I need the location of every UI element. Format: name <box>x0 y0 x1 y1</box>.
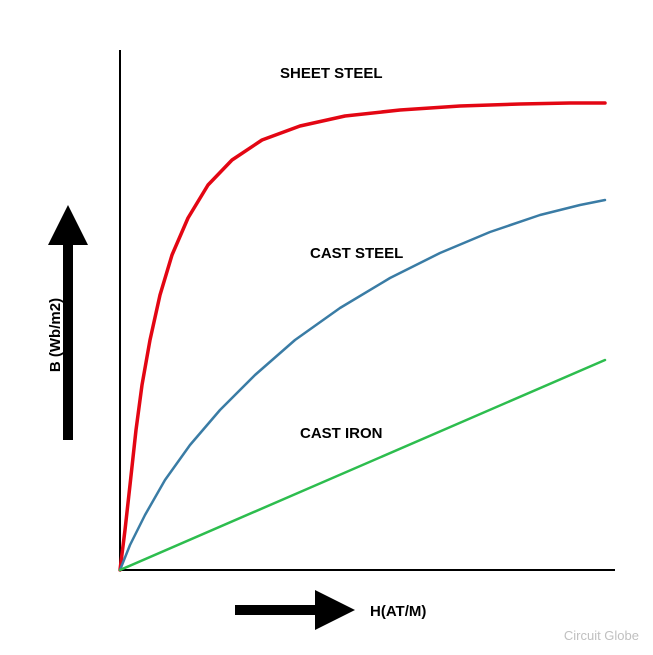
series-label-cast-iron: CAST IRON <box>300 425 383 442</box>
bh-curve-chart: SHEET STEEL CAST STEEL CAST IRON H(AT/M)… <box>0 0 653 655</box>
series-cast-steel: CAST STEEL <box>120 200 605 570</box>
y-axis-label: B (Wb/m2) <box>47 298 64 372</box>
x-axis-label: H(AT/M) <box>370 603 426 620</box>
series-cast-iron: CAST IRON <box>120 360 605 570</box>
series-label-cast-steel: CAST STEEL <box>310 245 403 262</box>
series-sheet-steel: SHEET STEEL <box>120 65 605 570</box>
watermark: Circuit Globe <box>564 628 639 643</box>
series-label-sheet-steel: SHEET STEEL <box>280 65 383 82</box>
